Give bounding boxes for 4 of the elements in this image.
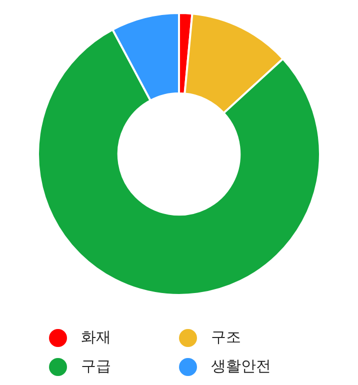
legend-label: 생활안전	[211, 357, 271, 376]
legend-label: 구급	[81, 357, 111, 376]
legend-label: 화재	[81, 328, 111, 347]
legend-label: 구조	[211, 328, 241, 347]
